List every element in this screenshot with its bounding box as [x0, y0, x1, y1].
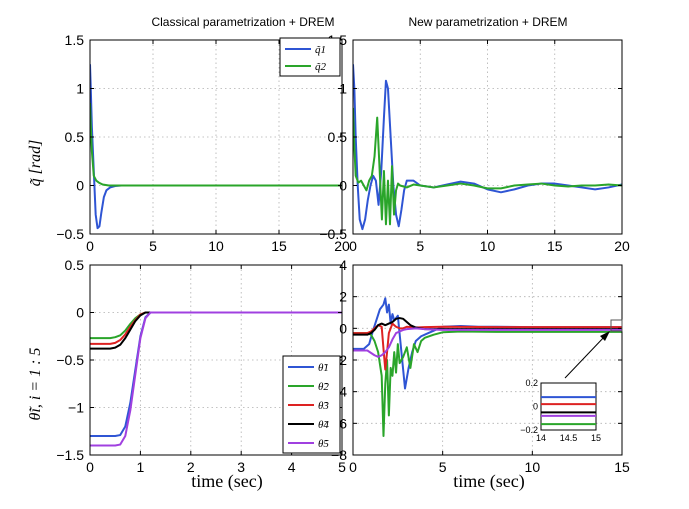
x-tick-label: 20	[334, 238, 350, 254]
y-tick-label: −0.5	[319, 226, 347, 242]
y-tick-label: −0.5	[56, 226, 84, 242]
x-tick-label: 4	[288, 459, 296, 475]
y-tick-label: 1	[76, 81, 84, 97]
xlabel-left: time (sec)	[191, 471, 262, 492]
x-tick-label: 0	[86, 459, 94, 475]
title-left: Classical parametrization + DREM	[151, 15, 334, 29]
y-tick-label: 0	[339, 178, 347, 194]
legend-box	[279, 37, 341, 77]
y-tick-label: −1	[68, 400, 84, 416]
y-tick-label: 4	[339, 257, 347, 273]
y-tick-label: 1	[339, 81, 347, 97]
legend-label-t2: θ̃2	[318, 381, 329, 393]
y-tick-label: −0.5	[56, 352, 84, 368]
series-line-4	[90, 311, 342, 350]
x-tick-label: 0	[349, 238, 357, 254]
series-line-2	[353, 107, 622, 226]
x-tick-label: 15	[271, 238, 287, 254]
series-line-5	[90, 311, 342, 447]
series-line-5	[353, 327, 622, 358]
x-tick-label: 5	[338, 459, 346, 475]
series-line-2	[353, 330, 622, 437]
legend-label-t4: θ̃4	[318, 419, 329, 431]
xlabel-right: time (sec)	[453, 471, 524, 492]
x-tick-label: 15	[614, 459, 630, 475]
legend-label-t1: θ̃1	[318, 362, 329, 374]
y-tick-label: 0	[339, 320, 347, 336]
zoom-arrow	[564, 334, 607, 379]
x-tick-label: 5	[439, 459, 447, 475]
legend-bottom: θ̃1 θ̃2 θ̃3 θ̃4 θ̃5	[282, 355, 341, 454]
y-tick-label: 0.5	[328, 129, 348, 145]
legend-label-t3: θ̃3	[318, 400, 329, 412]
y-tick-label: 0	[76, 305, 84, 321]
x-tick-label: 5	[149, 238, 157, 254]
inset-y-tick-label: 0.2	[525, 378, 538, 388]
legend-label-t5: θ̃5	[318, 438, 329, 450]
ylabel-bottom: θ̃i, i = 1 : 5	[27, 348, 44, 421]
x-tick-label: 15	[547, 238, 563, 254]
x-tick-label: 10	[480, 238, 496, 254]
x-tick-label: 0	[349, 459, 357, 475]
y-tick-label: 0.5	[65, 257, 85, 273]
x-tick-label: 20	[614, 238, 630, 254]
legend-top: q̃1 q̃2	[279, 37, 341, 77]
y-tick-label: 1.5	[65, 32, 85, 48]
inset-x-tick-label: 14	[536, 433, 546, 443]
inset-zoom: 0.2 0 −0.214 14.5 15	[520, 378, 601, 443]
x-tick-label: 3	[237, 459, 245, 475]
title-right: New parametrization + DREM	[408, 15, 567, 29]
inset-y-tick-label: 0	[533, 402, 538, 412]
inset-y-tick-label: −0.2	[520, 425, 538, 435]
inset-frame	[540, 382, 597, 431]
zoom-arrow-head	[600, 331, 610, 341]
y-tick-label: 0	[76, 178, 84, 194]
inset-x-tick-label: 15	[591, 433, 601, 443]
x-tick-label: 5	[416, 238, 424, 254]
zoom-region-marker	[610, 319, 623, 332]
y-tick-label: 2	[339, 289, 347, 305]
legend-label-q1: q̃1	[315, 44, 326, 56]
x-tick-label: 10	[525, 459, 541, 475]
inset-x-tick-label: 14.5	[560, 433, 578, 443]
y-tick-label: 0.5	[65, 129, 85, 145]
y-tick-label: −1.5	[56, 447, 84, 463]
x-tick-label: 1	[137, 459, 145, 475]
x-tick-label: 2	[187, 459, 195, 475]
x-tick-label: 10	[208, 238, 224, 254]
legend-label-q2: q̃2	[315, 61, 327, 73]
ylabel-top: q̃ [rad]	[27, 140, 44, 187]
x-tick-label: 0	[86, 238, 94, 254]
